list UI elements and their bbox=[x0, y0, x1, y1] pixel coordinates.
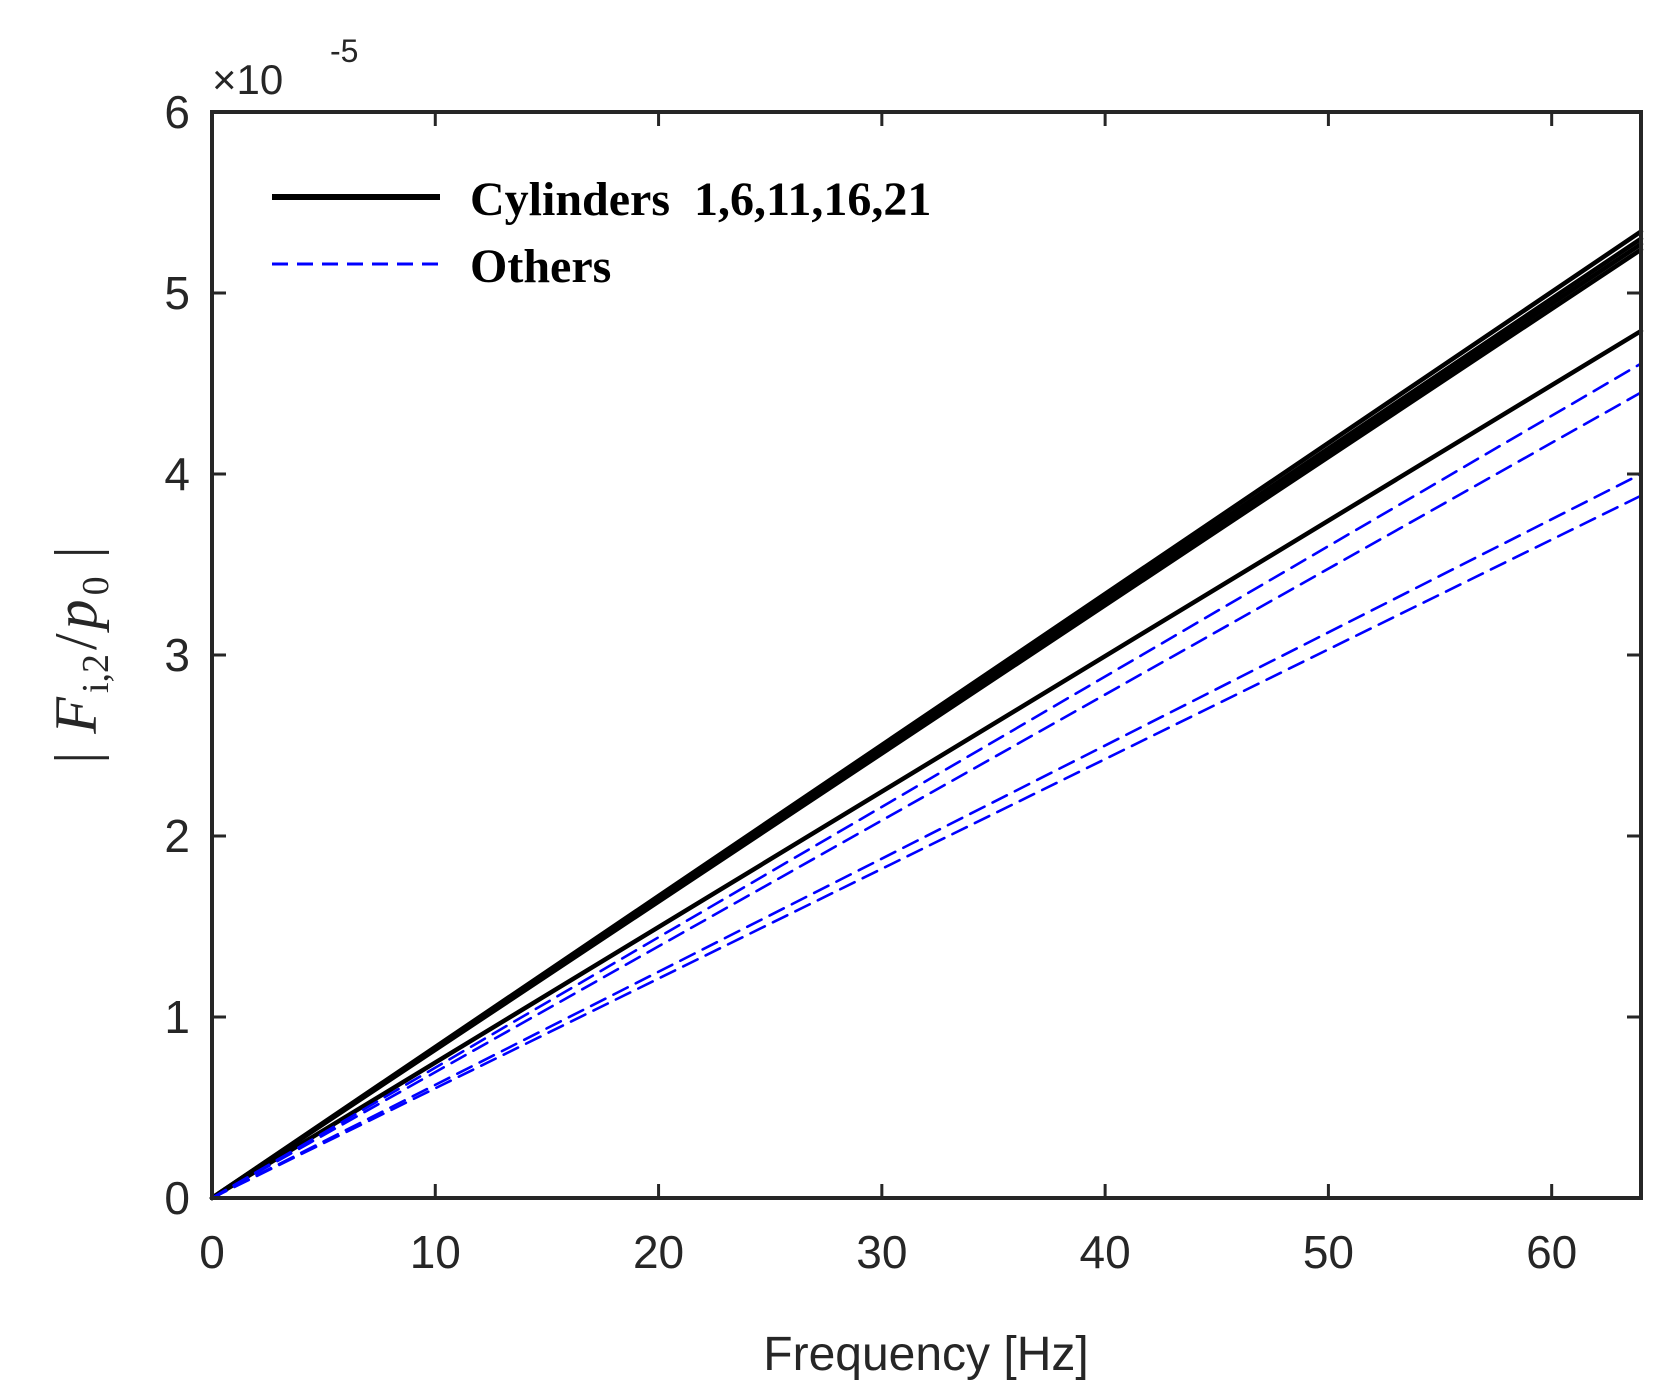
y-tick-label-2: 2 bbox=[164, 810, 190, 862]
series-line-4 bbox=[209, 247, 1644, 1201]
x-tick-label-0: 0 bbox=[199, 1226, 225, 1278]
x-tick-label-1: 10 bbox=[410, 1226, 461, 1278]
x-axis-label: Frequency [Hz] bbox=[763, 1328, 1088, 1381]
x-tick-label-3: 30 bbox=[856, 1226, 907, 1278]
y-label-p-sub: 0 bbox=[75, 576, 117, 595]
y-label-slash: / bbox=[43, 633, 109, 650]
x-tick-label-4: 40 bbox=[1080, 1226, 1131, 1278]
y-label-bar-right: | bbox=[43, 546, 109, 558]
x-tick-label-5: 50 bbox=[1303, 1226, 1354, 1278]
x-tick-label-2: 20 bbox=[633, 1226, 684, 1278]
y-tick-label-1: 1 bbox=[164, 991, 190, 1043]
y-label-main: F bbox=[43, 696, 109, 735]
series-line-5 bbox=[209, 328, 1644, 1201]
y-tick-label-3: 3 bbox=[164, 629, 190, 681]
legend-label-others: Others bbox=[470, 240, 611, 293]
y-tick-labels: 0 1 2 3 4 5 6 bbox=[164, 86, 190, 1224]
y-tick-label-5: 5 bbox=[164, 267, 190, 319]
y-label-bar-left: | bbox=[43, 752, 109, 764]
y-exponent-base: ×10 bbox=[212, 56, 283, 103]
x-tick-label-6: 60 bbox=[1526, 1226, 1577, 1278]
y-tick-label-4: 4 bbox=[164, 448, 190, 500]
series-line-7 bbox=[210, 391, 1643, 1200]
series-line-8 bbox=[210, 472, 1643, 1200]
series-line-9 bbox=[210, 494, 1643, 1200]
y-label-p: p bbox=[43, 599, 109, 633]
y-label-sub: i,2 bbox=[75, 654, 117, 693]
x-tick-labels: 0 10 20 30 40 50 60 bbox=[199, 1226, 1577, 1278]
y-axis-label-text: | F i,2 / p 0 | bbox=[43, 546, 117, 763]
series-layer bbox=[209, 229, 1644, 1201]
legend-label-cylinders: Cylinders 1,6,11,16,21 bbox=[470, 173, 931, 226]
y-exponent-power: -5 bbox=[330, 33, 358, 69]
y-axis-label: | F i,2 / p 0 | bbox=[43, 546, 117, 763]
legend: Cylinders 1,6,11,16,21 Others bbox=[272, 173, 931, 293]
plot-area-border bbox=[210, 110, 1643, 1200]
series-line-6 bbox=[210, 362, 1643, 1200]
y-exponent: ×10 -5 bbox=[212, 33, 358, 103]
y-tick-label-6: 6 bbox=[164, 86, 190, 138]
y-tick-label-0: 0 bbox=[164, 1172, 190, 1224]
